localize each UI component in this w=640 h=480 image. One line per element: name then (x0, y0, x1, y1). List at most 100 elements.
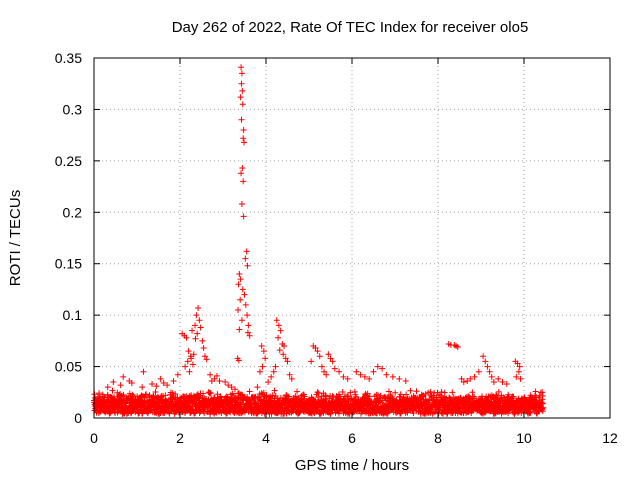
data-point (517, 375, 524, 382)
data-point (124, 395, 131, 402)
data-point (374, 363, 381, 370)
chart-title: Day 262 of 2022, Rate Of TEC Index for r… (172, 19, 529, 36)
data-point (441, 389, 448, 396)
data-point (237, 296, 244, 303)
data-point (438, 388, 445, 395)
data-point (538, 399, 545, 406)
data-point (407, 387, 414, 394)
data-point (245, 322, 252, 329)
data-point (240, 213, 247, 220)
data-point (331, 365, 338, 372)
data-point (246, 332, 253, 339)
data-point (238, 391, 245, 398)
data-point (109, 387, 116, 394)
data-point (471, 373, 478, 380)
data-point (241, 139, 248, 146)
grid-lines (94, 58, 610, 418)
axis-ticks (93, 57, 611, 419)
data-point (284, 358, 291, 365)
data-point (244, 329, 251, 336)
data-point (239, 286, 246, 293)
tick-labels: 0 2 4 6 8 10 12 0 0.05 0.1 0.15 0.2 0.25 0.3 0.35 (55, 50, 618, 446)
data-point (194, 330, 201, 337)
data-point (101, 394, 108, 401)
data-point (427, 391, 434, 398)
data-point (272, 363, 279, 370)
data-point (164, 382, 171, 389)
data-point (211, 375, 218, 382)
data-point (510, 395, 517, 402)
data-point (197, 324, 204, 331)
data-point (392, 389, 399, 396)
x-tick-label: 2 (176, 430, 184, 446)
data-point (286, 371, 293, 378)
data-point (243, 248, 250, 255)
data-point (235, 357, 242, 364)
data-point (499, 379, 506, 385)
data-point (200, 345, 207, 352)
data-point (379, 365, 386, 372)
data-point (454, 344, 461, 351)
data-point (488, 373, 495, 380)
data-point (241, 291, 248, 298)
y-tick-label: 0.1 (63, 307, 83, 323)
data-point (527, 409, 534, 416)
data-point (336, 407, 343, 414)
data-point (275, 334, 282, 341)
data-point (139, 384, 146, 391)
data-point (228, 384, 235, 391)
data-point (323, 371, 330, 378)
data-point (335, 410, 342, 417)
data-point (514, 360, 521, 367)
data-point (271, 387, 278, 394)
data-point (370, 368, 377, 375)
data-point (242, 255, 249, 262)
data-point (238, 201, 245, 208)
data-point (260, 348, 267, 355)
data-point (196, 317, 203, 324)
data-point (402, 377, 409, 384)
data-point (325, 351, 332, 358)
data-point (314, 348, 321, 355)
x-tick-label: 10 (516, 430, 532, 446)
data-point (258, 343, 265, 349)
data-point (117, 382, 124, 389)
y-tick-label: 0.25 (55, 153, 82, 169)
x-tick-label: 0 (90, 430, 98, 446)
data-point (265, 379, 272, 385)
data-point (152, 389, 159, 396)
data-point (475, 368, 482, 375)
data-point (540, 404, 547, 411)
data-point (170, 377, 177, 384)
data-point (143, 391, 150, 398)
y-tick-label: 0.2 (63, 204, 83, 220)
data-point (195, 304, 202, 311)
data-point (110, 379, 117, 385)
data-point (312, 345, 319, 352)
y-tick-label: 0 (74, 410, 82, 426)
data-point (232, 386, 239, 393)
data-point (539, 408, 546, 415)
data-point (126, 377, 133, 384)
data-point (495, 388, 502, 395)
data-point (149, 381, 156, 388)
data-point (321, 368, 328, 375)
data-point (188, 355, 195, 362)
data-point (239, 101, 246, 108)
data-points (91, 64, 547, 417)
data-point (460, 379, 467, 385)
data-point (158, 393, 165, 400)
data-point (190, 351, 197, 358)
data-point (276, 347, 283, 354)
y-tick-label: 0.15 (55, 256, 82, 272)
data-point (237, 276, 244, 283)
data-point (182, 363, 189, 370)
data-point (274, 410, 281, 417)
data-point (238, 116, 245, 123)
data-point (192, 322, 199, 329)
data-point (120, 393, 127, 400)
data-point (327, 355, 334, 362)
data-point (160, 380, 167, 387)
data-point (222, 379, 229, 385)
